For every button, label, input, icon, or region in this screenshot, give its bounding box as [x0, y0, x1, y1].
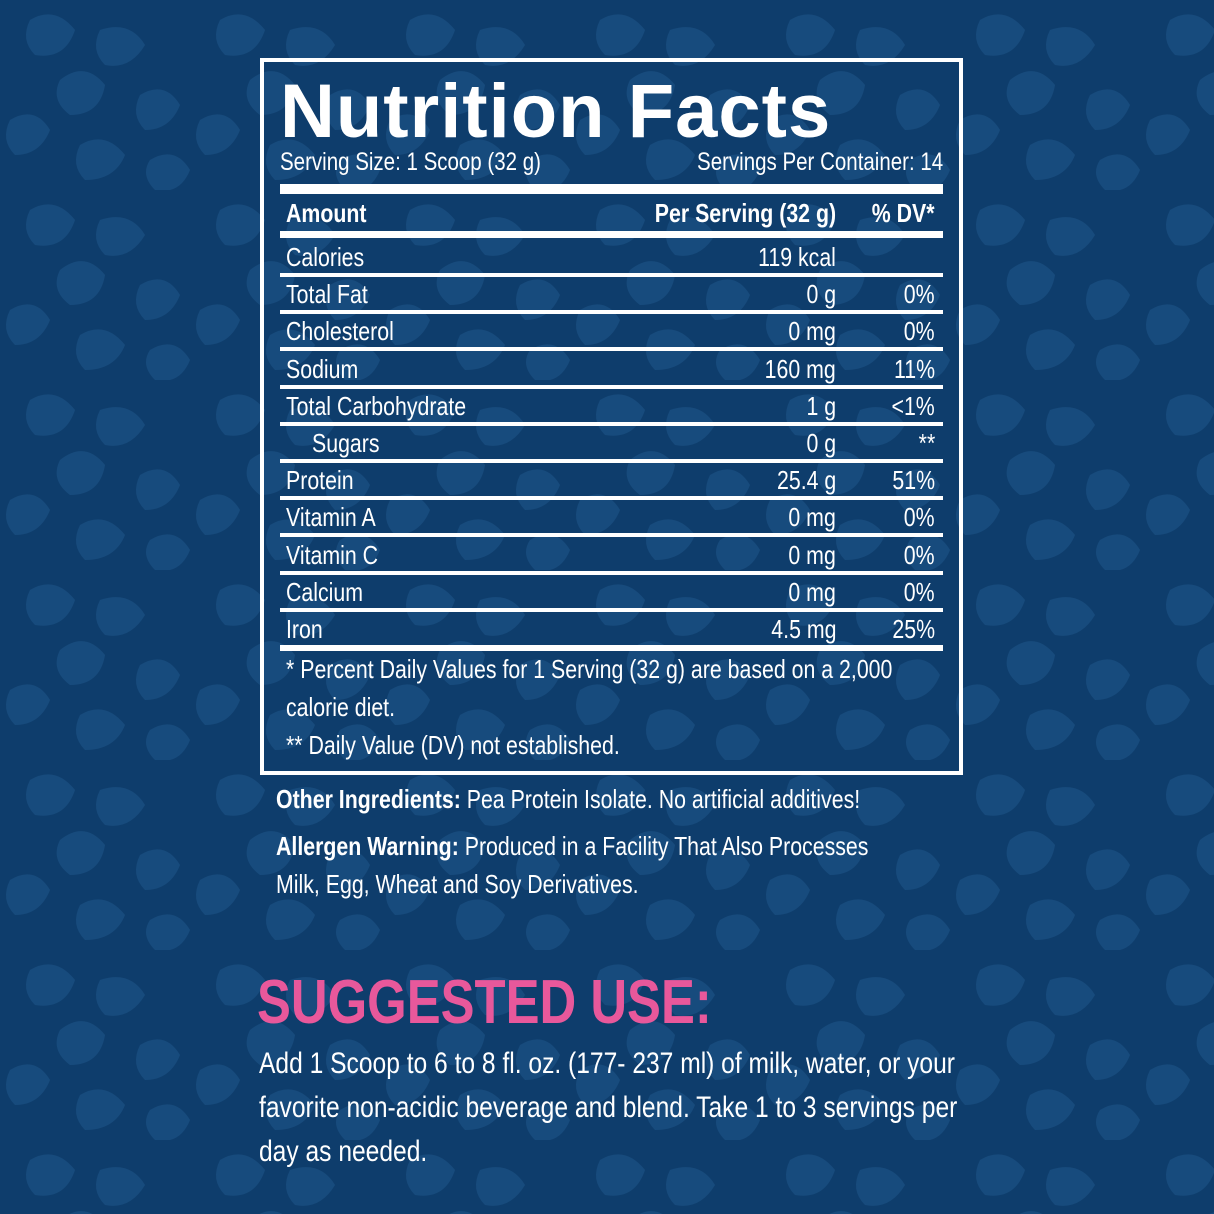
- allergen-text: Produced in a Facility That Also Process…: [276, 831, 869, 899]
- row-divider: [280, 384, 943, 389]
- nutrient-amount: 4.5 mg: [770, 614, 836, 644]
- nutrient-amount: 0 g: [806, 279, 836, 310]
- nutrient-name: Sugars: [312, 428, 380, 458]
- divider-thick: [280, 184, 943, 194]
- row-divider: [280, 347, 943, 352]
- row-divider: [280, 607, 943, 612]
- nutrient-amount: 0 mg: [788, 502, 836, 533]
- nutrient-amount: 119 kcal: [758, 242, 836, 272]
- nutrient-name: Cholesterol: [286, 316, 394, 347]
- nutrient-row: Total Carbohydrate 1 g <1%: [280, 389, 943, 423]
- row-divider: [280, 459, 943, 463]
- row-divider: [280, 645, 943, 651]
- serving-size: Serving Size: 1 Scoop (32 g): [280, 148, 541, 176]
- nutrient-dv: 11%: [893, 353, 935, 384]
- nutrient-name: Total Carbohydrate: [286, 390, 467, 421]
- nutrient-amount: 1 g: [806, 390, 836, 421]
- nutrient-amount: 25.4 g: [776, 465, 836, 496]
- nutrient-name: Vitamin C: [286, 539, 379, 570]
- divider: [280, 231, 943, 238]
- allergen-label: Allergen Warning:: [276, 831, 459, 861]
- nutrient-dv: 0%: [904, 279, 935, 310]
- servings-per-container: Servings Per Container: 14: [696, 148, 943, 176]
- header-per-serving: Per Serving (32 g): [654, 198, 836, 228]
- row-divider: [280, 421, 943, 426]
- nutrient-amount: 160 mg: [764, 353, 836, 384]
- nutrient-dv: 0%: [904, 316, 935, 347]
- nutrient-name: Iron: [286, 614, 323, 644]
- nutrient-row: Vitamin A 0 mg 0%: [280, 500, 943, 534]
- allergen-warning: Allergen Warning: Produced in a Facility…: [276, 827, 936, 903]
- nutrient-dv: 25%: [892, 614, 935, 644]
- nutrient-row: Total Fat 0 g 0%: [280, 277, 943, 311]
- table-header: Amount Per Serving (32 g) % DV*: [280, 196, 943, 230]
- suggested-use-text: Add 1 Scoop to 6 to 8 fl. oz. (177- 237 …: [259, 1047, 958, 1168]
- nutrition-facts-label: Nutrition Facts Serving Size: 1 Scoop (3…: [260, 58, 963, 775]
- row-divider: [280, 496, 943, 501]
- row-divider: [280, 310, 943, 315]
- header-dv: % DV*: [872, 198, 935, 228]
- label-title: Nutrition Facts: [280, 69, 832, 154]
- header-amount: Amount: [286, 198, 367, 228]
- row-divider: [280, 570, 943, 575]
- nutrient-dv: 0%: [904, 539, 935, 570]
- nutrient-dv: 0%: [904, 502, 935, 533]
- nutrient-name: Calories: [286, 242, 365, 272]
- nutrient-amount: 0 mg: [788, 576, 836, 607]
- serving-info: Serving Size: 1 Scoop (32 g) Servings Pe…: [280, 148, 943, 182]
- nutrient-dv: 0%: [904, 576, 935, 607]
- other-ingredients-label: Other Ingredients:: [276, 784, 461, 814]
- nutrient-row: Iron 4.5 mg 25%: [280, 612, 943, 646]
- nutrient-row: Sodium 160 mg 11%: [280, 352, 943, 386]
- nutrient-row: Vitamin C 0 mg 0%: [280, 538, 943, 572]
- nutrient-dv: **: [918, 428, 935, 458]
- nutrient-row: Cholesterol 0 mg 0%: [280, 314, 943, 348]
- nutrient-name: Sodium: [286, 353, 359, 384]
- other-ingredients-text: Pea Protein Isolate. No artificial addit…: [460, 784, 861, 814]
- nutrient-name: Calcium: [286, 576, 364, 607]
- footnote-dv: * Percent Daily Values for 1 Serving (32…: [286, 654, 893, 722]
- other-ingredients: Other Ingredients: Pea Protein Isolate. …: [276, 780, 936, 818]
- row-divider: [280, 533, 943, 538]
- nutrient-dv: <1%: [891, 390, 935, 421]
- nutrient-name: Total Fat: [286, 279, 368, 310]
- nutrient-row: Calories 119 kcal: [280, 240, 943, 274]
- nutrient-row: Protein 25.4 g 51%: [280, 463, 943, 497]
- suggested-use-title: SUGGESTED USE:: [257, 968, 712, 1037]
- nutrient-name: Protein: [286, 465, 354, 496]
- nutrient-dv: 51%: [892, 465, 935, 496]
- nutrient-amount: 0 mg: [788, 316, 836, 347]
- row-divider: [280, 273, 943, 277]
- nutrient-row: Sugars 0 g **: [280, 426, 943, 460]
- nutrient-row: Calcium 0 mg 0%: [280, 575, 943, 609]
- nutrient-name: Vitamin A: [286, 502, 376, 533]
- nutrient-amount: 0 g: [806, 428, 836, 458]
- footnote-not-established: ** Daily Value (DV) not established.: [286, 730, 620, 760]
- nutrient-amount: 0 mg: [788, 539, 836, 570]
